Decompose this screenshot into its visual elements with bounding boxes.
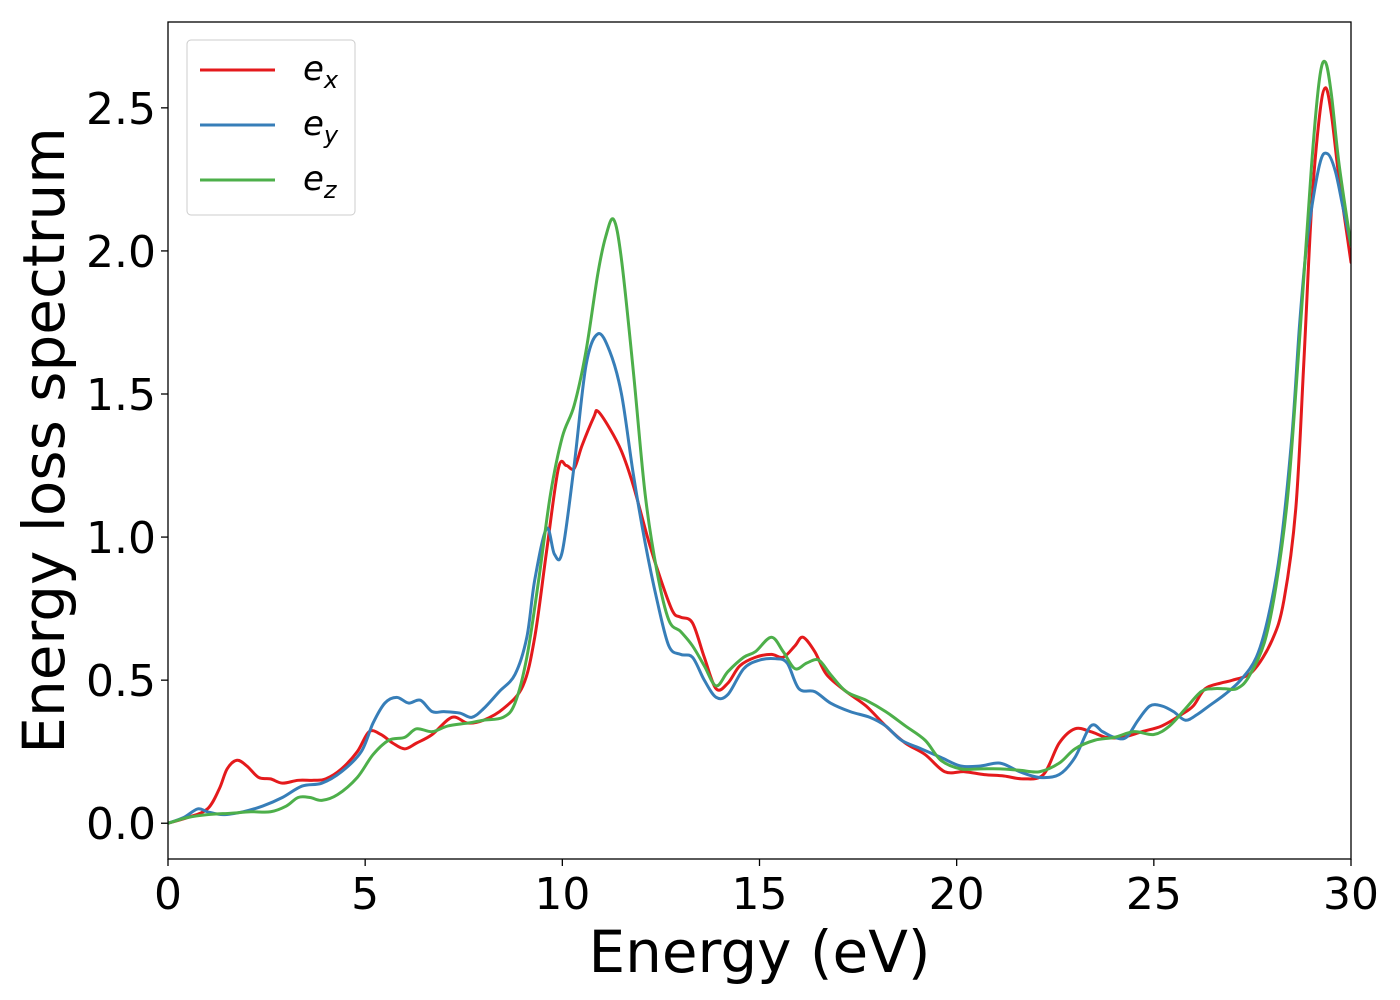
x-axis-ticks: 0 5 10 15 20 25 30 bbox=[154, 859, 1379, 920]
series-line-e-z bbox=[168, 59, 1351, 825]
legend-label-subscript: y bbox=[323, 121, 339, 149]
legend-label-base: e bbox=[303, 159, 324, 199]
x-tick-label: 25 bbox=[1126, 869, 1182, 920]
legend-label-e-y: ey bbox=[303, 104, 339, 149]
legend-label-subscript: z bbox=[323, 176, 338, 204]
y-tick-label: 2.5 bbox=[86, 84, 156, 135]
x-tick-label: 5 bbox=[351, 869, 379, 920]
legend-label-e-x: ex bbox=[303, 49, 339, 94]
series-line-e-y bbox=[168, 151, 1351, 825]
x-tick-label: 30 bbox=[1323, 869, 1379, 920]
x-tick-label: 20 bbox=[929, 869, 985, 920]
x-axis-title: Energy (eV) bbox=[588, 918, 930, 986]
x-tick-label: 0 bbox=[154, 869, 182, 920]
legend-label-e-z: ez bbox=[303, 159, 338, 204]
plot-area bbox=[167, 21, 1352, 860]
series-lines bbox=[168, 59, 1351, 825]
y-tick-label: 0.0 bbox=[86, 799, 156, 850]
y-tick-label: 2.0 bbox=[86, 227, 156, 278]
y-tick-label: 0.5 bbox=[86, 656, 156, 707]
legend-label-subscript: x bbox=[323, 66, 339, 94]
y-tick-label: 1.0 bbox=[86, 513, 156, 564]
legend-label-base: e bbox=[303, 104, 324, 144]
y-tick-label: 1.5 bbox=[86, 370, 156, 421]
legend-box bbox=[186, 39, 356, 216]
legend-label-base: e bbox=[303, 49, 324, 89]
y-axis-title: Energy loss spectrum bbox=[10, 127, 78, 753]
y-axis-ticks: 0.0 0.5 1.0 1.5 2.0 2.5 bbox=[86, 84, 168, 850]
x-tick-label: 15 bbox=[732, 869, 788, 920]
x-tick-label: 10 bbox=[534, 869, 590, 920]
